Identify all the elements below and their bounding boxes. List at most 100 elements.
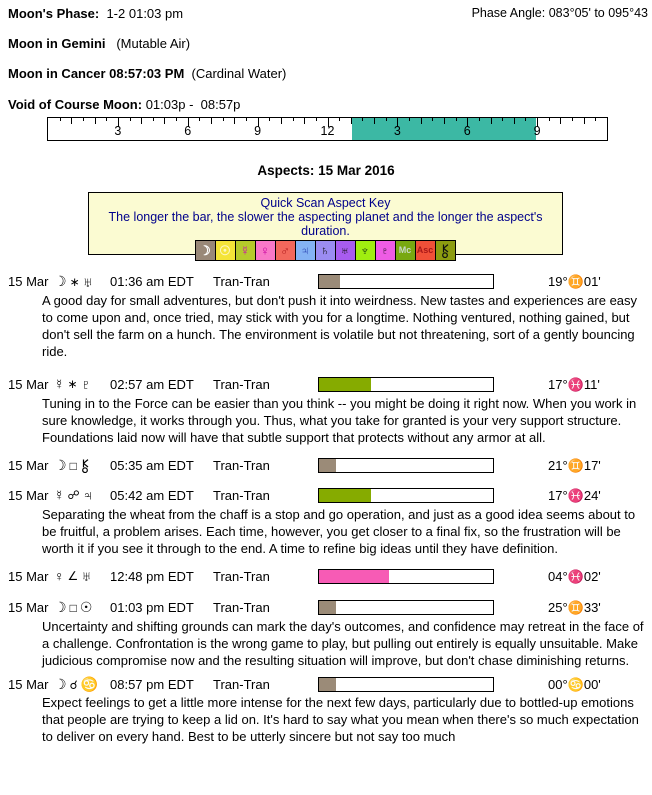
jupiter-key-chip: ♃: [294, 240, 316, 261]
timeline-tick: [327, 118, 329, 127]
aspect-description: Expect feelings to get a little more int…: [42, 695, 639, 744]
timeline-tick: [280, 118, 282, 124]
aspect-time: 01:03 pm EDT: [110, 600, 194, 615]
mc-key-chip: Mc: [394, 240, 416, 261]
timeline-tick: [420, 118, 422, 124]
aspect-row[interactable]: 15 Mar ☽ □ ☉ 01:03 pm EDT Tran-Tran 25°♊33': [0, 599, 652, 616]
aspect-time: 01:36 am EDT: [110, 274, 194, 289]
aspect-row[interactable]: 15 Mar ☿ ∗ ♇ 02:57 am EDT Tran-Tran 17°♓11': [0, 376, 652, 393]
moon-icon: ☽: [54, 457, 67, 473]
chiron-icon: [81, 458, 89, 473]
timeline-tick: [234, 118, 236, 124]
timeline-tick: [245, 118, 247, 121]
saturn-key-chip: ♄: [314, 240, 336, 261]
sextile-icon: ∗: [69, 274, 80, 289]
voc-value: 01:03p - 08:57p: [145, 97, 241, 112]
timeline-tick: [211, 118, 213, 124]
aspect-time: 12:48 pm EDT: [110, 569, 194, 584]
duration-bar-fill: [319, 570, 389, 583]
moon-ingress-line: Moon in Cancer 08:57:03 PM (Cardinal Wat…: [8, 66, 286, 81]
voc-label: Void of Course Moon:: [8, 97, 143, 112]
aspect-row[interactable]: 15 Mar ☿ ☍ ♃ 05:42 am EDT Tran-Tran 17°♓24': [0, 487, 652, 504]
timeline-tick: [129, 118, 131, 121]
key-title: Quick Scan Aspect Key: [260, 196, 391, 210]
timeline-tick: [350, 118, 352, 124]
moons-phase-value: 1-2 01:03 pm: [106, 6, 184, 21]
moons-phase-label: Moon's Phase:: [8, 6, 100, 21]
aspect-date: 15 Mar: [8, 377, 49, 392]
duration-bar-fill: [319, 678, 337, 691]
timeline-tick: [548, 118, 550, 121]
aspect-glyphs: ♀ ∠ ♅: [54, 568, 110, 584]
timeline-tick: [152, 118, 154, 121]
timeline-tick: [117, 118, 119, 127]
duration-bar: [318, 569, 494, 584]
square-icon: □: [69, 458, 77, 473]
moon-ingress-note: (Cardinal Water): [191, 66, 287, 81]
timeline-tick: [82, 118, 84, 121]
aspect-description: A good day for small adventures, but don…: [42, 293, 638, 359]
venus-key-chip: ♀: [254, 240, 276, 261]
aspect-row[interactable]: 15 Mar ☽ ☌ ♋ 08:57 pm EDT Tran-Tran 00°♋00': [0, 676, 652, 693]
duration-bar: [318, 458, 494, 473]
aspect-description: Uncertainty and shifting grounds can mar…: [42, 619, 644, 668]
timeline-tick: [94, 118, 96, 124]
pluto-icon: ♇: [80, 376, 92, 392]
chiron-key-chip: [434, 240, 456, 261]
aspect-position: 17°♓24': [548, 488, 601, 503]
moon-icon: ☽: [54, 273, 67, 289]
aspect-row[interactable]: 15 Mar ☽ □ 05:35 am EDT Tran-Tran 21°♊17': [0, 457, 652, 474]
timeline-hour-label: 9: [254, 124, 262, 138]
timeline-hour-label: 6: [463, 124, 471, 138]
timeline-tick: [176, 118, 178, 121]
mercury-icon: ☿: [54, 487, 65, 503]
timeline-tick: [304, 118, 306, 124]
pluto-key-chip: ♇: [374, 240, 396, 261]
neptune-key-chip: ♆: [354, 240, 376, 261]
opposition-icon: ☍: [67, 488, 80, 502]
aspect-glyphs: ☿ ☍ ♃: [54, 487, 110, 503]
uranus-key-chip: ♅: [334, 240, 356, 261]
timeline-hour-label: 3: [114, 124, 122, 138]
timeline-tick: [490, 118, 492, 124]
duration-bar: [318, 274, 494, 289]
timeline-tick: [478, 118, 480, 121]
moon-sign-line: Moon in Gemini (Mutable Air): [8, 36, 190, 51]
duration-bar-fill: [319, 489, 372, 502]
aspect-row[interactable]: 15 Mar ☽ ∗ ♅ 01:36 am EDT Tran-Tran 19°♊01': [0, 273, 652, 290]
conjunction-icon: ☌: [69, 677, 78, 692]
timeline-tick: [513, 118, 515, 124]
aspect-glyphs: ☽ ∗ ♅: [54, 273, 110, 290]
square-icon: □: [69, 600, 77, 615]
timeline-tick: [583, 118, 585, 124]
timeline-tick: [409, 118, 411, 121]
moon-icon: ☽: [54, 599, 67, 615]
aspects-title: Aspects: 15 Mar 2016: [257, 163, 395, 178]
timeline-tick: [59, 118, 61, 121]
moon-icon: ☽: [54, 676, 67, 692]
mercury-icon: ☿: [54, 376, 65, 392]
sun-icon: ☉: [79, 599, 93, 615]
aspect-time: 05:35 am EDT: [110, 458, 194, 473]
cancer-icon: ♋: [80, 676, 99, 692]
aspect-position: 21°♊17': [548, 458, 601, 473]
jupiter-icon: ♃: [82, 487, 94, 503]
timeline-tick: [164, 118, 166, 124]
aspect-row[interactable]: 15 Mar ♀ ∠ ♅ 12:48 pm EDT Tran-Tran 04°♓02': [0, 568, 652, 585]
aspect-date: 15 Mar: [8, 488, 49, 503]
moon-sign-label: Moon in Gemini: [8, 36, 106, 51]
timeline-tick: [537, 118, 539, 127]
timeline-tick: [432, 118, 434, 121]
timeline-tick: [362, 118, 364, 121]
timeline-tick: [141, 118, 143, 124]
chiron-icon: [442, 243, 449, 258]
timeline-tick: [292, 118, 294, 121]
duration-bar-fill: [319, 275, 340, 288]
moons-phase-line: Moon's Phase: 1-2 01:03 pm: [8, 6, 183, 21]
timeline-tick: [443, 118, 445, 124]
timeline-tick: [269, 118, 271, 121]
sun-key-chip: ☉: [214, 240, 236, 261]
timeline-tick: [572, 118, 574, 121]
timeline-tick: [339, 118, 341, 121]
timeline-tick: [385, 118, 387, 121]
